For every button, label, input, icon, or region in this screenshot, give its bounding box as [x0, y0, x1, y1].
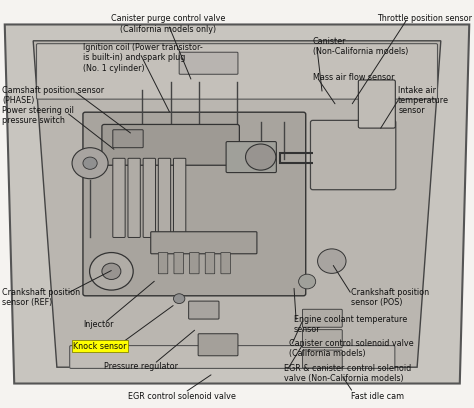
Text: Canister
(Non-California models): Canister (Non-California models)	[313, 37, 408, 56]
FancyBboxPatch shape	[302, 330, 342, 348]
Circle shape	[299, 274, 316, 289]
Text: Canister control solenoid valve
(California models): Canister control solenoid valve (Califor…	[289, 339, 414, 358]
FancyBboxPatch shape	[36, 44, 438, 99]
Text: Camshaft position sensor
(PHASE): Camshaft position sensor (PHASE)	[2, 86, 104, 105]
Circle shape	[72, 148, 108, 179]
Text: Knock sensor: Knock sensor	[73, 342, 127, 351]
FancyBboxPatch shape	[190, 253, 199, 274]
Text: Fast idle cam: Fast idle cam	[351, 392, 404, 401]
Text: EGR control solenoid valve: EGR control solenoid valve	[128, 392, 236, 401]
FancyBboxPatch shape	[113, 130, 143, 148]
FancyBboxPatch shape	[102, 124, 239, 165]
FancyBboxPatch shape	[205, 253, 215, 274]
FancyBboxPatch shape	[226, 142, 276, 173]
Text: Ignition coil (Power transistor-
is built-in) and spark plug
(No. 1 cylinder): Ignition coil (Power transistor- is buil…	[83, 43, 203, 73]
FancyBboxPatch shape	[174, 253, 183, 274]
Circle shape	[246, 144, 276, 170]
FancyBboxPatch shape	[158, 158, 171, 237]
FancyBboxPatch shape	[221, 253, 230, 274]
FancyBboxPatch shape	[310, 120, 396, 190]
Text: Engine coolant temperature
sensor: Engine coolant temperature sensor	[294, 315, 407, 335]
Text: Throttle position sensor: Throttle position sensor	[377, 14, 472, 23]
FancyBboxPatch shape	[179, 52, 238, 74]
Polygon shape	[33, 41, 441, 367]
Text: Canister purge control valve
(California models only): Canister purge control valve (California…	[111, 14, 226, 34]
Circle shape	[83, 157, 97, 169]
Polygon shape	[5, 24, 469, 384]
Text: Pressure regulator: Pressure regulator	[104, 362, 178, 371]
Circle shape	[102, 263, 121, 279]
Text: Mass air flow sensor: Mass air flow sensor	[313, 73, 394, 82]
Circle shape	[90, 253, 133, 290]
FancyBboxPatch shape	[189, 301, 219, 319]
Text: Crankshaft position
sensor (POS): Crankshaft position sensor (POS)	[351, 288, 429, 307]
Circle shape	[173, 294, 185, 304]
Text: EGR & canister control solenoid
valve (Non-California models): EGR & canister control solenoid valve (N…	[284, 364, 411, 384]
FancyBboxPatch shape	[173, 158, 186, 237]
FancyBboxPatch shape	[302, 350, 342, 368]
FancyBboxPatch shape	[113, 158, 125, 237]
FancyBboxPatch shape	[158, 253, 168, 274]
FancyBboxPatch shape	[151, 232, 257, 254]
Text: Injector: Injector	[83, 320, 113, 329]
FancyBboxPatch shape	[143, 158, 155, 237]
FancyBboxPatch shape	[128, 158, 140, 237]
Text: Crankshaft position
sensor (REF): Crankshaft position sensor (REF)	[2, 288, 81, 307]
Text: Intake air
temperature
sensor: Intake air temperature sensor	[398, 86, 449, 115]
Circle shape	[318, 249, 346, 273]
FancyBboxPatch shape	[198, 334, 238, 356]
FancyBboxPatch shape	[70, 346, 395, 368]
FancyBboxPatch shape	[83, 112, 306, 296]
FancyBboxPatch shape	[302, 309, 342, 327]
Text: Power steering oil
pressure switch: Power steering oil pressure switch	[2, 106, 74, 126]
FancyBboxPatch shape	[358, 80, 395, 128]
